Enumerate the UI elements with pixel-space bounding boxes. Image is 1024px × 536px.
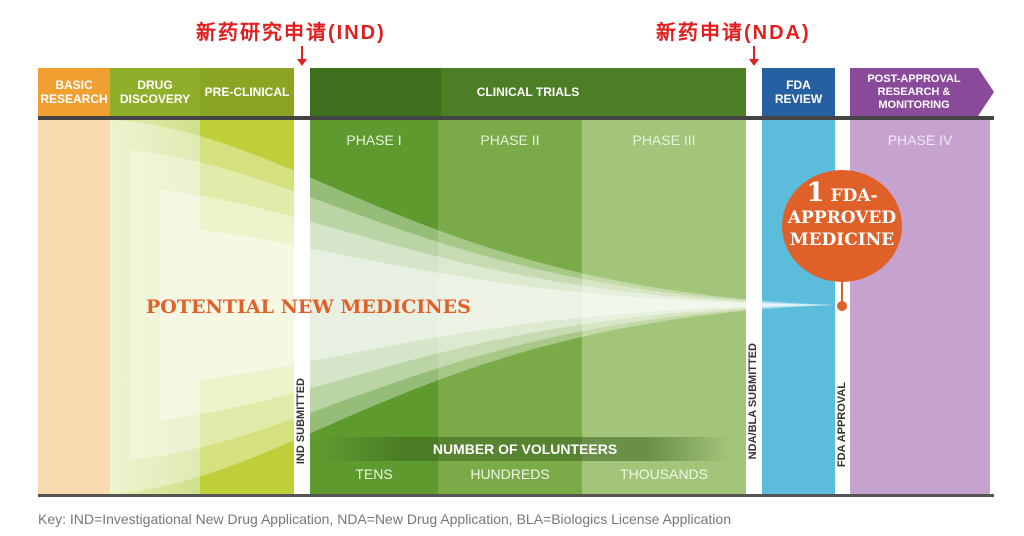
basic-research-column bbox=[38, 120, 110, 494]
fda-approval-label: FDA APPROVAL bbox=[836, 382, 848, 468]
phase-4-label: PHASE IV bbox=[887, 132, 953, 148]
phase1-column bbox=[310, 120, 438, 494]
preclinical-column bbox=[200, 120, 294, 494]
stage-fda-review: FDA REVIEW bbox=[762, 68, 835, 116]
funnel-label: POTENTIAL NEW MEDICINES bbox=[146, 296, 471, 318]
key-footnote: Key: IND=Investigational New Drug Applic… bbox=[38, 511, 731, 527]
phase-2-label: PHASE II bbox=[480, 132, 540, 148]
approved-medicine-badge: 1 FDA- APPROVED MEDICINE bbox=[782, 170, 902, 282]
nda-submitted-label: NDA/BLA SUBMITTED bbox=[747, 343, 759, 460]
stage-clinical-trials: CLINICAL TRIALS bbox=[310, 68, 746, 116]
badge-line2: APPROVED bbox=[787, 208, 897, 228]
bottom-line bbox=[38, 494, 994, 497]
nda-arrow-icon bbox=[749, 46, 759, 66]
volunteers-phase2: HUNDREDS bbox=[470, 466, 550, 482]
stage-post-approval: POST-APPROVAL RESEARCH & MONITORING bbox=[850, 68, 978, 116]
nda-milestone-title: 新药申请(NDA) bbox=[656, 22, 811, 44]
volunteers-phase1: TENS bbox=[355, 466, 393, 482]
stage-basic-research: BASIC RESEARCH bbox=[38, 68, 110, 116]
badge-line1: FDA- bbox=[830, 186, 878, 206]
phase2-column bbox=[438, 120, 582, 494]
ind-submitted-label: IND SUBMITTED bbox=[295, 378, 307, 465]
post-approval-arrow-icon bbox=[978, 68, 994, 116]
ind-milestone-title: 新药研究申请(IND) bbox=[196, 22, 386, 44]
volunteers-title: NUMBER OF VOLUNTEERS bbox=[320, 437, 730, 461]
stage-preclinical: PRE-CLINICAL bbox=[200, 68, 294, 116]
phase-1-label: PHASE I bbox=[346, 132, 402, 148]
approved-count: 1 bbox=[806, 178, 825, 208]
header-divider bbox=[38, 116, 994, 120]
ind-arrow-icon bbox=[297, 46, 307, 66]
drug-discovery-column bbox=[110, 120, 200, 494]
volunteers-phase3: THOUSANDS bbox=[620, 466, 708, 482]
stage-drug-discovery: DRUG DISCOVERY bbox=[110, 68, 200, 116]
badge-line3: MEDICINE bbox=[789, 230, 895, 250]
phase3-column bbox=[582, 120, 746, 494]
phase-3-label: PHASE III bbox=[632, 132, 696, 148]
